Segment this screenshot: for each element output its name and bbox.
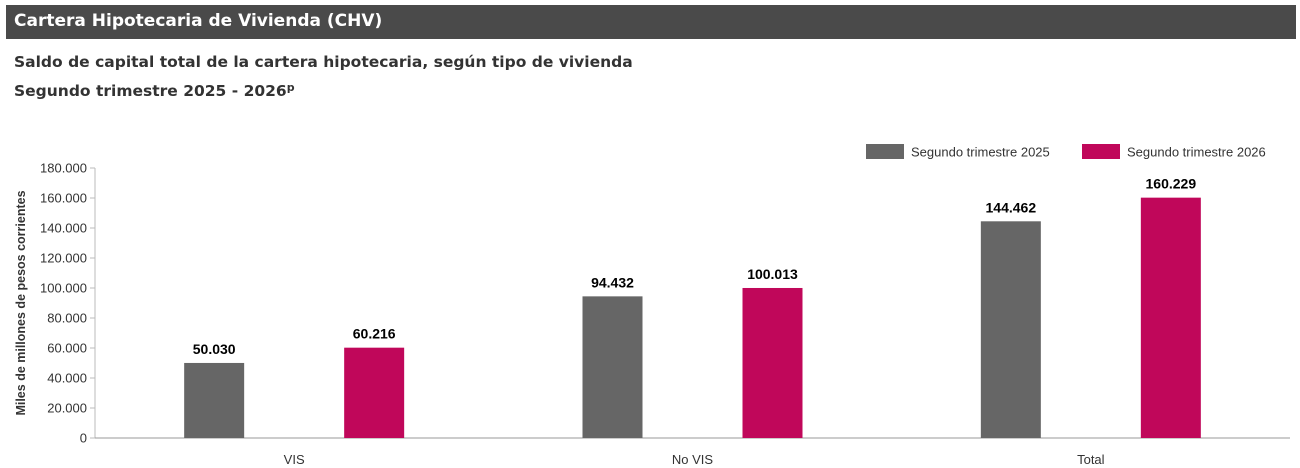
bar: [742, 287, 803, 438]
bar-value-label: 94.432: [591, 274, 634, 290]
legend-swatch: [866, 144, 904, 159]
legend-swatch: [1082, 144, 1120, 159]
bar-value-label: 50.030: [193, 341, 236, 357]
y-tick-label: 0: [80, 431, 87, 446]
y-tick-label: 100.000: [40, 281, 87, 296]
bar-value-label: 100.013: [747, 266, 798, 282]
bar-value-label: 160.229: [1146, 176, 1197, 192]
y-tick-label: 40.000: [47, 371, 87, 386]
legend-label: Segundo trimestre 2026: [1127, 145, 1266, 160]
bar-value-label: 144.462: [986, 199, 1037, 215]
page-title: Cartera Hipotecaria de Vivienda (CHV): [14, 11, 383, 31]
preliminary-mark: p: [286, 81, 295, 94]
chart-subtitle: Saldo de capital total de la cartera hip…: [14, 53, 633, 71]
y-tick-label: 120.000: [40, 251, 87, 266]
x-category-label: VIS: [284, 452, 305, 467]
bar: [344, 347, 405, 438]
bar: [980, 221, 1041, 438]
bar: [582, 296, 643, 438]
bar-value-label: 60.216: [353, 326, 396, 342]
y-axis-label: Miles de millones de pesos corrientes: [14, 190, 28, 415]
header-bar: Cartera Hipotecaria de Vivienda (CHV): [6, 5, 1296, 39]
chart-period: Segundo trimestre 2025 - 2026p: [14, 81, 295, 100]
bar: [184, 362, 245, 438]
y-tick-label: 140.000: [40, 221, 87, 236]
x-category-label: Total: [1077, 452, 1105, 467]
y-tick-label: 60.000: [47, 341, 87, 356]
y-tick-label: 180.000: [40, 161, 87, 176]
y-tick-label: 20.000: [47, 401, 87, 416]
y-tick-label: 160.000: [40, 191, 87, 206]
chart-period-text: Segundo trimestre 2025 - 2026: [14, 82, 287, 100]
legend-label: Segundo trimestre 2025: [911, 145, 1050, 160]
x-category-label: No VIS: [672, 452, 714, 467]
y-tick-label: 80.000: [47, 311, 87, 326]
bar: [1140, 197, 1201, 438]
